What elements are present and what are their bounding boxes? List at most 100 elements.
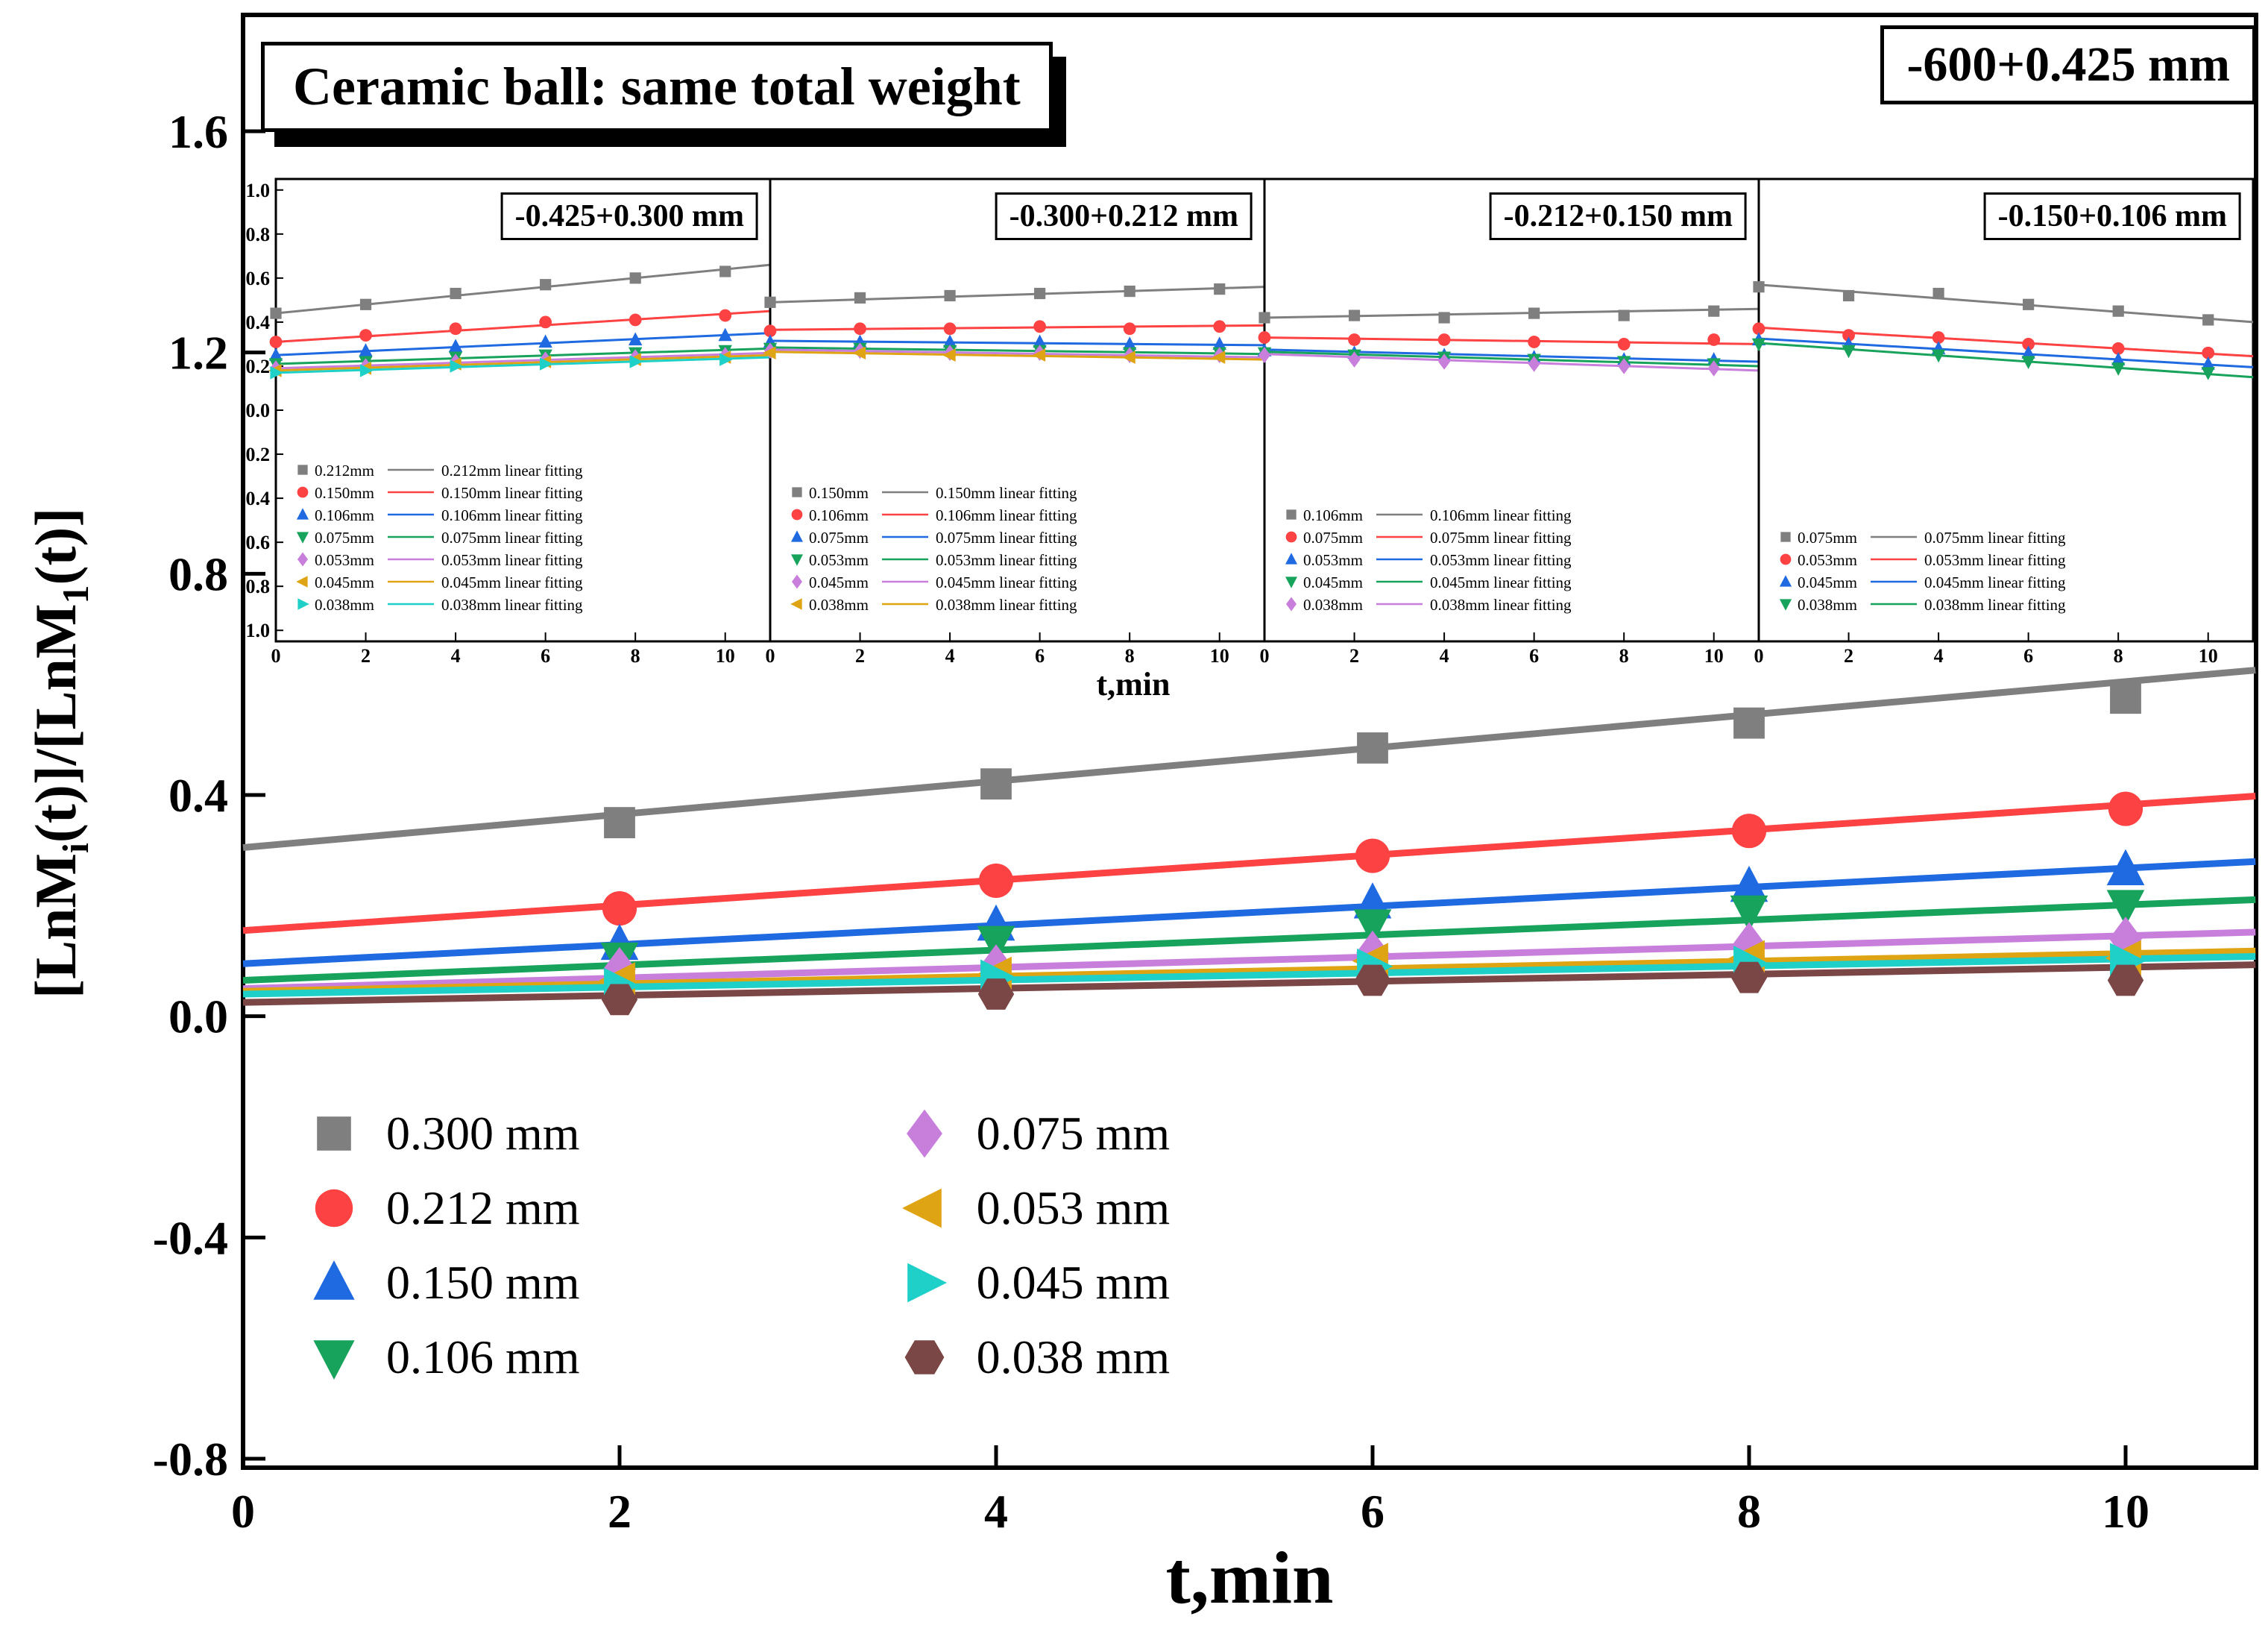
inset-legend-marker <box>297 486 309 498</box>
inset-legend-fit-label: 0.053mm linear fitting <box>936 551 1077 569</box>
inset-title-3: -0.150+0.106 mm <box>1983 192 2241 240</box>
inset-legend-fit-label: 0.075mm linear fitting <box>441 529 583 547</box>
inset-legend-marker <box>297 552 308 567</box>
inset-data-point <box>270 307 282 319</box>
data-point <box>2106 890 2145 926</box>
y-tick-label: -0.8 <box>153 1433 228 1486</box>
size-fraction-label: -600+0.425 mm <box>1880 25 2256 104</box>
inset-data-point <box>2201 356 2215 370</box>
inset-data-point <box>718 327 732 342</box>
legend-marker-square <box>317 1116 351 1151</box>
inset-legend-fit-label: 0.038mm linear fitting <box>936 596 1077 614</box>
inset-data-point <box>1033 334 1047 348</box>
inset-legend-marker <box>791 509 803 521</box>
legend-item-0.300mm: 0.300 mm <box>310 1096 580 1171</box>
inset-legend-label: 0.053mm <box>1798 551 1857 569</box>
inset-data-point <box>629 272 641 284</box>
legend-label: 0.106 mm <box>386 1330 580 1383</box>
inset-data-point <box>359 364 374 377</box>
inset-fit-line-0.038mm <box>275 356 771 374</box>
inset-legend-marker <box>791 530 803 542</box>
inset-data-point <box>1213 320 1226 333</box>
main-legend: 0.300 mm 0.212 mm 0.150 mm 0.106 mm 0.075 mm… <box>310 1096 1170 1395</box>
inset-data-point <box>540 357 553 371</box>
inset-x-tick-label: 10 <box>1704 645 1724 667</box>
legend-item-0.150mm: 0.150 mm <box>310 1245 580 1320</box>
inset-data-point <box>1842 345 1856 359</box>
inset-legend-marker <box>790 598 802 610</box>
inset-y-tick-label: 0.8 <box>246 224 271 245</box>
inset-legend-marker <box>297 465 308 475</box>
inset-legend-label: 0.038mm <box>809 596 869 614</box>
inset-legend-marker <box>1779 599 1792 611</box>
inset-data-point <box>1033 320 1047 333</box>
inset-x-tick-label: 2 <box>361 645 371 667</box>
inset-data-point <box>1528 336 1541 348</box>
data-point <box>601 984 638 1016</box>
legend-marker <box>313 1260 355 1300</box>
inset-x-tick-label: 4 <box>1934 645 1944 667</box>
legend-marker-triangle-down <box>313 1340 355 1380</box>
inset-legend-label: 0.053mm <box>315 551 374 569</box>
inset-y-tick-label: 0.4 <box>246 488 271 509</box>
inset-y-tick-label: 0.2 <box>246 356 271 377</box>
inset-title-2: -0.212+0.150 mm <box>1489 192 1747 240</box>
inset-legend-fit-label: 0.075mm linear fitting <box>936 529 1077 547</box>
inset-data-point <box>719 309 732 322</box>
inset-data-point <box>852 346 866 359</box>
inset-data-point <box>1931 349 1946 363</box>
inset-legend-fit-label: 0.106mm linear fitting <box>936 506 1077 524</box>
inset-legend-label: 0.106mm <box>809 506 869 524</box>
inset-legend-marker <box>1285 531 1297 543</box>
inset-data-point <box>1259 312 1270 324</box>
inset-data-point <box>449 322 462 336</box>
inset-data-point <box>1751 338 1766 352</box>
inset-fit-line-0.150mm <box>275 309 771 343</box>
inset-title-0: -0.425+0.300 mm <box>500 192 758 240</box>
inset-legend-fit-label: 0.075mm linear fitting <box>1430 529 1572 547</box>
legend-marker <box>315 1189 353 1228</box>
inset-fit-line-0.045mm <box>275 353 771 372</box>
inset-x-tick-label: 2 <box>855 645 865 667</box>
inset-data-point <box>1528 307 1540 319</box>
inset-2: 0 2 4 6 8 10 0.106mm 0.106mm linear fitting 0.07… <box>1257 177 1760 667</box>
legend-label: 0.075 mm <box>976 1107 1171 1160</box>
inset-y-tick-label: 0.6 <box>246 268 271 289</box>
inset-data-point <box>2201 367 2215 380</box>
inset-data-point <box>719 353 733 366</box>
inset-data-point <box>1752 322 1765 336</box>
legend-marker <box>906 1110 942 1157</box>
inset-data-point <box>270 366 283 380</box>
legend-marker <box>313 1340 355 1380</box>
legend-marker <box>317 1116 351 1151</box>
inset-legend-fit-label: 0.045mm linear fitting <box>936 573 1077 591</box>
inset-data-point <box>2111 342 2125 355</box>
inset-data-point <box>764 296 776 308</box>
inset-fit-line-0.212mm <box>275 263 771 315</box>
data-point <box>602 890 637 926</box>
inset-data-point <box>450 359 464 373</box>
inset-data-point <box>540 279 552 291</box>
inset-data-point <box>539 315 552 329</box>
inset-legend-label: 0.045mm <box>1798 573 1857 591</box>
inset-legend-fit-label: 0.053mm linear fitting <box>441 551 583 569</box>
inset-x-tick-label: 8 <box>1125 645 1135 667</box>
inset-0: 0 2 4 6 8 10 1.0 0.8 0.6 0.4 0.2 0.0 0.2 0.4 0.6 0.8 1.0… <box>246 177 772 667</box>
inset-data-point <box>448 339 463 352</box>
inset-x-tick-label: 4 <box>945 645 955 667</box>
fit-line-0.075mm <box>242 928 2256 993</box>
inset-y-tick-label: 1.0 <box>246 620 271 641</box>
inset-legend-label: 0.075mm <box>1303 529 1363 547</box>
inset-data-point <box>1034 287 1046 300</box>
inset-data-point <box>1753 281 1765 293</box>
data-point <box>977 978 1015 1010</box>
legend-item-0.045mm: 0.045 mm <box>901 1245 1170 1320</box>
inset-data-point <box>1618 309 1630 321</box>
inset-legend-marker <box>792 574 802 589</box>
legend-label: 0.053 mm <box>976 1181 1171 1234</box>
inset-data-point <box>719 265 731 277</box>
data-point <box>2107 964 2144 996</box>
inset-legend-marker <box>1779 575 1792 587</box>
inset-frame <box>1263 177 1760 643</box>
